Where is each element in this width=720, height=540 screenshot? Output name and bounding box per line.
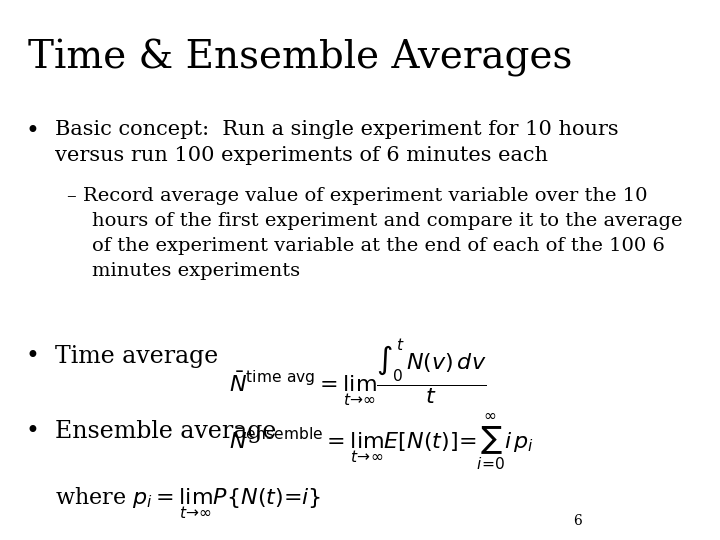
Text: 6: 6 bbox=[573, 514, 582, 528]
Text: •: • bbox=[25, 345, 39, 368]
Text: •: • bbox=[25, 421, 39, 443]
Text: •: • bbox=[25, 119, 39, 143]
Text: $\bar{N}^{\mathrm{ensemble}} = \lim_{t\to\infty} E[N(t)] = \sum_{i=0}^{\infty} i: $\bar{N}^{\mathrm{ensemble}} = \lim_{t\t… bbox=[229, 413, 534, 472]
Text: Ensemble average: Ensemble average bbox=[55, 421, 276, 443]
Text: Time & Ensemble Averages: Time & Ensemble Averages bbox=[28, 39, 572, 77]
Text: where $p_i = \lim_{t\to\infty} P\{N(t) = i\}$: where $p_i = \lim_{t\to\infty} P\{N(t) =… bbox=[55, 485, 322, 521]
Text: Basic concept:  Run a single experiment for 10 hours
versus run 100 experiments : Basic concept: Run a single experiment f… bbox=[55, 119, 619, 165]
Text: – Record average value of experiment variable over the 10
    hours of the first: – Record average value of experiment var… bbox=[67, 187, 683, 280]
Text: $\bar{N}^{\mathrm{time\ avg}} = \lim_{t\to\infty}\dfrac{\int_0^t N(v)\,dv}{t}$: $\bar{N}^{\mathrm{time\ avg}} = \lim_{t\… bbox=[229, 337, 486, 409]
Text: Time average: Time average bbox=[55, 345, 218, 368]
